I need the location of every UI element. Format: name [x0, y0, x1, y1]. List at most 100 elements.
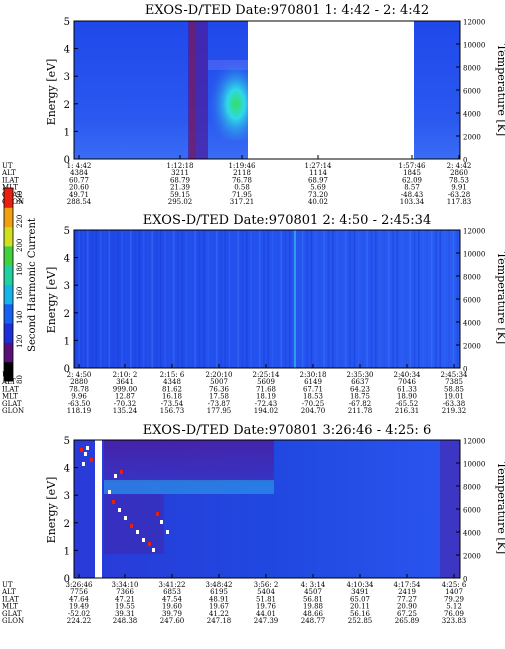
- orbit-cell: -65.52: [396, 400, 418, 408]
- spectrogram-stripe: [396, 230, 399, 368]
- orbit-cell: 252.85: [348, 617, 373, 625]
- y2-tick-label: 2000: [463, 343, 481, 351]
- orbit-cell: 2:40:34: [394, 371, 422, 379]
- orbit-cell: 44.01: [256, 610, 276, 618]
- orbit-cell: 59.15: [170, 191, 190, 199]
- spectrogram-stripe: [294, 230, 296, 368]
- orbit-cell: 265.89: [395, 617, 420, 625]
- spectrogram-stripe: [160, 230, 162, 368]
- orbit-cell: 4507: [304, 588, 322, 596]
- spectrogram-stripe: [198, 230, 201, 368]
- orbit-cell: 204.70: [301, 407, 326, 415]
- orbit-cell: 9.91: [451, 184, 467, 192]
- orbit-cell: 73.20: [308, 191, 328, 199]
- spectrogram-speck: [82, 462, 85, 466]
- panel-1: EXOS-D/TED Date:970801 1: 4:42 - 2: 4:42: [1, 3, 505, 206]
- orbit-cell: 5007: [210, 378, 228, 386]
- spectrogram-stripe: [366, 230, 368, 368]
- orbit-cell: 4:25: 6: [442, 581, 467, 589]
- spectrogram-stripe: [439, 230, 442, 368]
- spectrogram-stripe: [129, 230, 132, 368]
- y-tick-label: 4: [64, 254, 70, 265]
- colorbar-tick-label: 180: [16, 263, 24, 276]
- orbit-cell: 49.71: [69, 191, 89, 199]
- orbit-cell: 2:45:34: [441, 371, 469, 379]
- orbit-cell: 295.02: [168, 198, 193, 206]
- orbit-cell: 4348: [163, 378, 181, 386]
- panel-3-ylabel: Energy [eV]: [45, 477, 58, 544]
- orbit-cell: 999.00: [113, 385, 138, 393]
- orbit-cell: -48.43: [401, 191, 423, 199]
- y2-tick-label: 10000: [463, 461, 485, 469]
- colorbar-tick-label: 140: [16, 311, 24, 324]
- orbit-cell: 6149: [304, 378, 322, 386]
- panel-3-title: EXOS-D/TED Date:970801 3:26:46 - 4:25: 6: [143, 423, 431, 438]
- spectrogram-stripe: [349, 230, 351, 368]
- orbit-cell: 3:41:22: [159, 581, 186, 589]
- orbit-cell: 7046: [398, 378, 416, 386]
- spectrogram-stripe: [413, 230, 416, 368]
- colorbar-ticks: 80 120 140 160 180 200 220 240: [16, 191, 24, 384]
- spectrogram-speck: [166, 530, 169, 534]
- y-tick-label: 3: [64, 72, 70, 83]
- spectrogram-speck: [160, 520, 163, 524]
- y-tick-label: 2: [64, 519, 70, 530]
- orbit-cell: -73.87: [208, 400, 230, 408]
- panel-1-upper-band: [208, 60, 248, 70]
- spectrogram-stripe: [99, 230, 102, 368]
- colorbar-tick-label: 220: [16, 215, 24, 228]
- y-tick-label: 0: [64, 574, 70, 585]
- orbit-cell: 12.87: [115, 393, 135, 401]
- colorbar-frame: [3, 187, 14, 382]
- colorbar-block: [4, 284, 13, 305]
- orbit-row-label: UT: [2, 162, 13, 170]
- spectrogram-stripe: [215, 230, 218, 368]
- orbit-cell: 39.31: [115, 610, 135, 618]
- colorbar-block: [4, 226, 13, 247]
- y2-tick-label: 12000: [463, 228, 485, 236]
- spectrogram-speck: [112, 500, 115, 504]
- spectrogram-stripe: [271, 230, 274, 368]
- orbit-cell: 20.60: [69, 184, 89, 192]
- spectrogram-speck: [136, 530, 139, 534]
- orbit-row-label: ILAT: [2, 176, 19, 184]
- spectrogram-speck: [84, 452, 87, 456]
- panel-3-y2label: Temperature [K]: [495, 462, 505, 554]
- spectrogram-stripe: [426, 230, 429, 368]
- orbit-cell: 79.29: [444, 595, 464, 603]
- orbit-cell: 56.81: [303, 595, 323, 603]
- panel-1-data-gap: [248, 21, 414, 159]
- orbit-cell: 219.32: [442, 407, 467, 415]
- spectrogram-stripe: [168, 230, 171, 368]
- spectrogram-stripe: [357, 230, 360, 368]
- orbit-cell: 4384: [70, 169, 88, 177]
- orbit-cell: -52.02: [68, 610, 90, 618]
- orbit-cell: 1114: [309, 169, 327, 177]
- orbit-cell: 17.58: [209, 393, 229, 401]
- orbit-cell: 18.53: [303, 393, 323, 401]
- spectrogram-stripe: [362, 230, 364, 368]
- orbit-cell: 3211: [171, 169, 189, 177]
- y-tick-label: 3: [64, 491, 70, 502]
- orbit-cell: 5.12: [446, 603, 462, 611]
- y-tick-label: 4: [64, 45, 70, 56]
- spectrogram-stripe: [276, 230, 278, 368]
- spectrogram-stripe: [392, 230, 394, 368]
- orbit-cell: 81.62: [162, 385, 182, 393]
- spectrogram-stripe: [95, 230, 98, 368]
- colorbar-block: [4, 207, 13, 228]
- spectrogram-stripe: [258, 230, 261, 368]
- spectrogram-speck: [114, 474, 117, 478]
- orbit-cell: 76.09: [444, 610, 464, 618]
- orbit-row-label: ILAT: [2, 385, 19, 393]
- y2-tick-label: 10000: [463, 42, 485, 50]
- orbit-cell: 21.39: [170, 184, 190, 192]
- orbit-cell: 7756: [70, 588, 88, 596]
- orbit-cell: 135.24: [113, 407, 138, 415]
- y-tick-label: 1: [64, 546, 70, 557]
- colorbar-block: [4, 303, 13, 324]
- spectrogram-stripe: [233, 230, 235, 368]
- orbit-cell: 65.07: [350, 595, 370, 603]
